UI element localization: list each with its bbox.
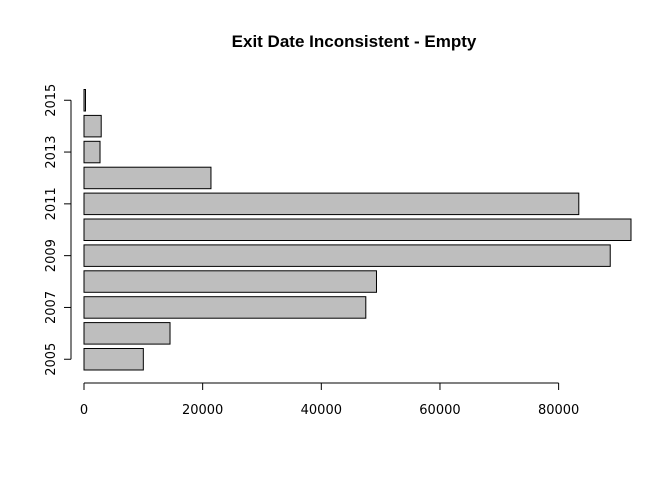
- x-tick-label-0: 0: [80, 403, 88, 418]
- bar-2007: [83, 296, 367, 319]
- x-tick-label-80000: 80000: [538, 403, 579, 418]
- bar-2008: [83, 270, 377, 293]
- bar-2005: [83, 348, 144, 371]
- bar-2015: [83, 89, 86, 112]
- y-axis: 2005 2007 2009 2011 2013 2015: [44, 84, 72, 376]
- bar-2006: [83, 322, 171, 345]
- x-axis: 0 20000 40000 60000 80000: [80, 382, 579, 418]
- y-tick-label-2013: 2013: [44, 136, 59, 169]
- y-tick-label-2007: 2007: [44, 291, 59, 324]
- x-tick-label-40000: 40000: [301, 403, 342, 418]
- bar-2010: [83, 218, 632, 241]
- x-tick-label-60000: 60000: [419, 403, 460, 418]
- x-tick-label-20000: 20000: [182, 403, 223, 418]
- bars-group: [83, 89, 632, 371]
- chart-title: Exit Date Inconsistent - Empty: [232, 32, 477, 51]
- bar-2013: [83, 140, 101, 164]
- y-tick-label-2005: 2005: [44, 343, 59, 376]
- y-tick-label-2009: 2009: [44, 239, 59, 272]
- y-tick-label-2011: 2011: [44, 187, 59, 220]
- bar-2012: [83, 166, 212, 190]
- y-tick-label-2015: 2015: [44, 84, 59, 117]
- bar-2011: [83, 192, 580, 216]
- bar-2009: [83, 244, 611, 267]
- bar-2014: [83, 114, 102, 138]
